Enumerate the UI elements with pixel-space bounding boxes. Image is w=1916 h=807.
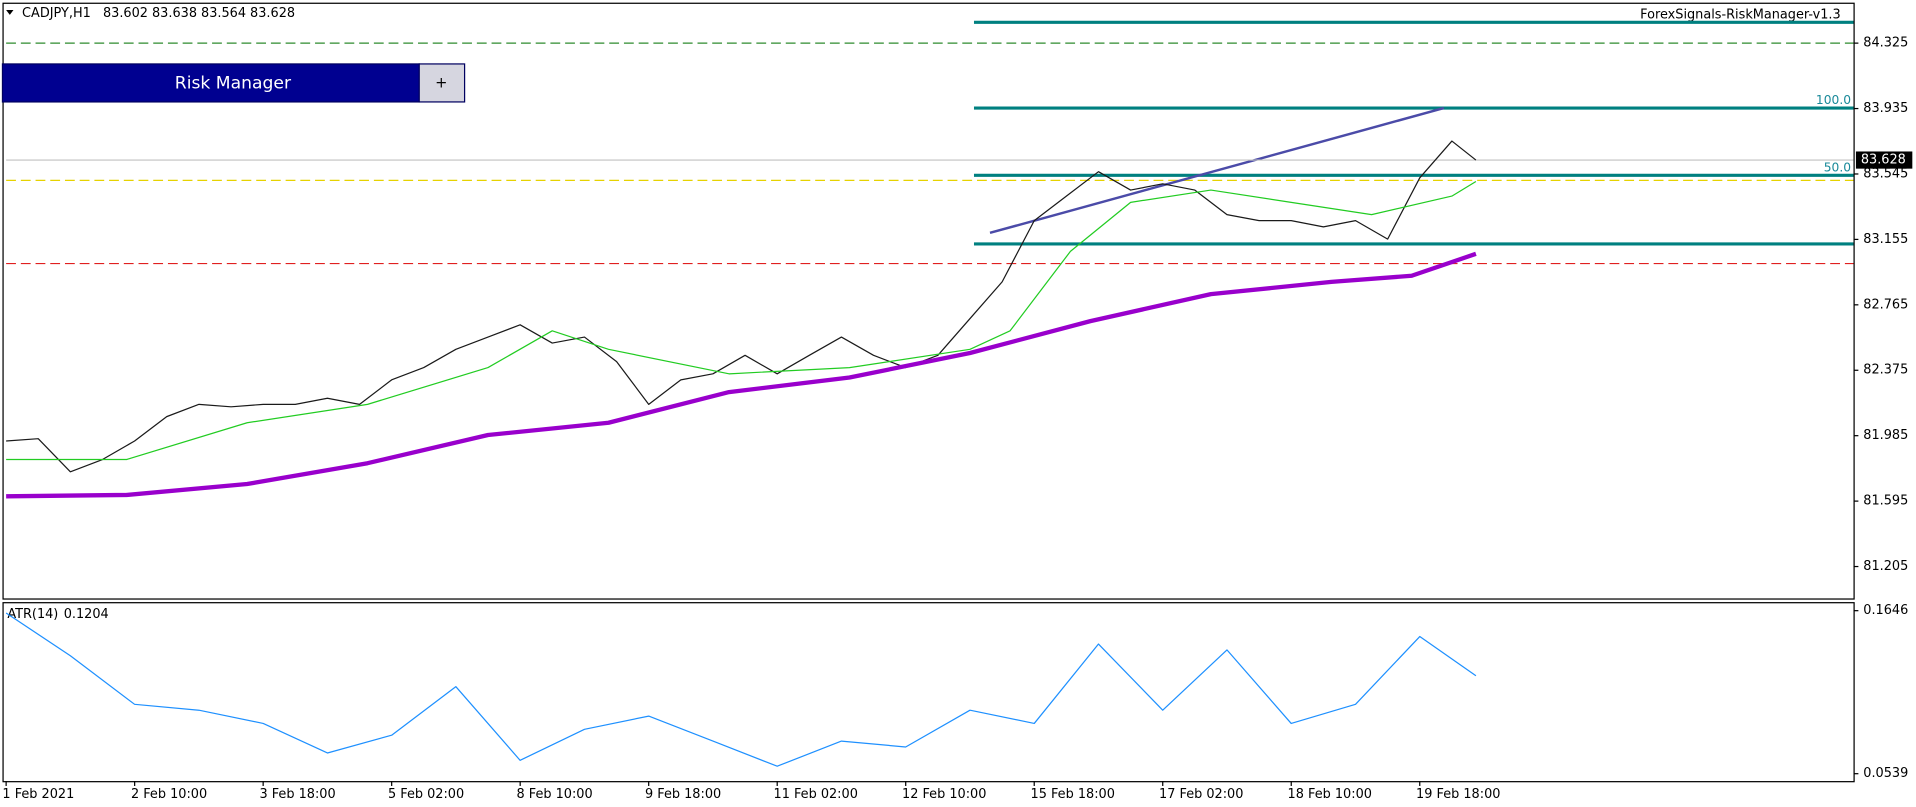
x-tick-label: 15 Feb 18:00 <box>1031 787 1115 802</box>
x-tick-label: 18 Feb 10:00 <box>1288 787 1372 802</box>
x-tick-label: 9 Feb 18:00 <box>645 787 721 802</box>
x-tick-label: 5 Feb 02:00 <box>388 787 464 802</box>
atr-title: ATR(14) <box>7 607 58 622</box>
y-tick-label: 81.205 <box>1863 559 1908 574</box>
main-pane <box>2 2 1855 600</box>
y-tick-label: 0.1646 <box>1863 603 1908 618</box>
x-tick-label: 1 Feb 2021 <box>2 787 74 802</box>
y-tick-label: 81.985 <box>1863 428 1908 443</box>
ohlc-low: 83.564 <box>201 6 246 21</box>
last-price-box <box>1855 151 1913 169</box>
risk-manager-panel[interactable]: Risk Manager + <box>1 63 466 103</box>
menu-arrow[interactable] <box>6 10 14 15</box>
atr-value: 0.1204 <box>64 607 109 622</box>
y-tick-label: 82.765 <box>1863 297 1908 312</box>
x-tick-label: 8 Feb 10:00 <box>516 787 592 802</box>
y-tick-label: 83.935 <box>1863 101 1908 116</box>
ohlc-open: 83.602 <box>103 6 148 21</box>
indicator-label: ForexSignals-RiskManager-v1.3 <box>1640 7 1841 22</box>
plus-button[interactable] <box>418 63 466 103</box>
series-line <box>6 140 1477 473</box>
y-tick-label: 0.0539 <box>1863 766 1908 781</box>
fib-label: 100.0 <box>1816 93 1851 107</box>
ohlc-close: 83.628 <box>250 6 295 21</box>
risk-button[interactable] <box>1 63 420 103</box>
ohlc-high: 83.638 <box>152 6 197 21</box>
series-line <box>6 180 1477 461</box>
plot: 84.325 83.935 83.545 83.155 82.765 82.375 81.9… <box>2 20 1913 802</box>
atr-pane <box>2 602 1855 783</box>
fib-label: 50.0 <box>1824 160 1851 174</box>
last-price-label: 83.628 <box>1861 153 1906 168</box>
x-tick-label: 11 Feb 02:00 <box>774 787 858 802</box>
symbol: CADJPY,H1 <box>22 6 91 21</box>
y-tick-label: 84.325 <box>1863 36 1908 51</box>
x-tick-label: 2 Feb 10:00 <box>131 787 207 802</box>
risk-button-label[interactable]: Risk Manager <box>175 74 292 94</box>
x-tick-label: 12 Feb 10:00 <box>902 787 986 802</box>
x-tick-label: 3 Feb 18:00 <box>259 787 335 802</box>
y-tick-label: 83.155 <box>1863 232 1908 247</box>
x-tick-label: 17 Feb 02:00 <box>1159 787 1243 802</box>
series-line <box>5 612 1477 767</box>
y-tick-label: 83.545 <box>1863 166 1908 181</box>
plus-label[interactable]: + <box>435 75 447 92</box>
series-line <box>6 251 1477 499</box>
trendline <box>989 106 1445 235</box>
y-tick-label: 82.375 <box>1863 363 1908 378</box>
x-tick-label: 19 Feb 18:00 <box>1416 787 1500 802</box>
y-tick-label: 81.595 <box>1863 494 1908 509</box>
